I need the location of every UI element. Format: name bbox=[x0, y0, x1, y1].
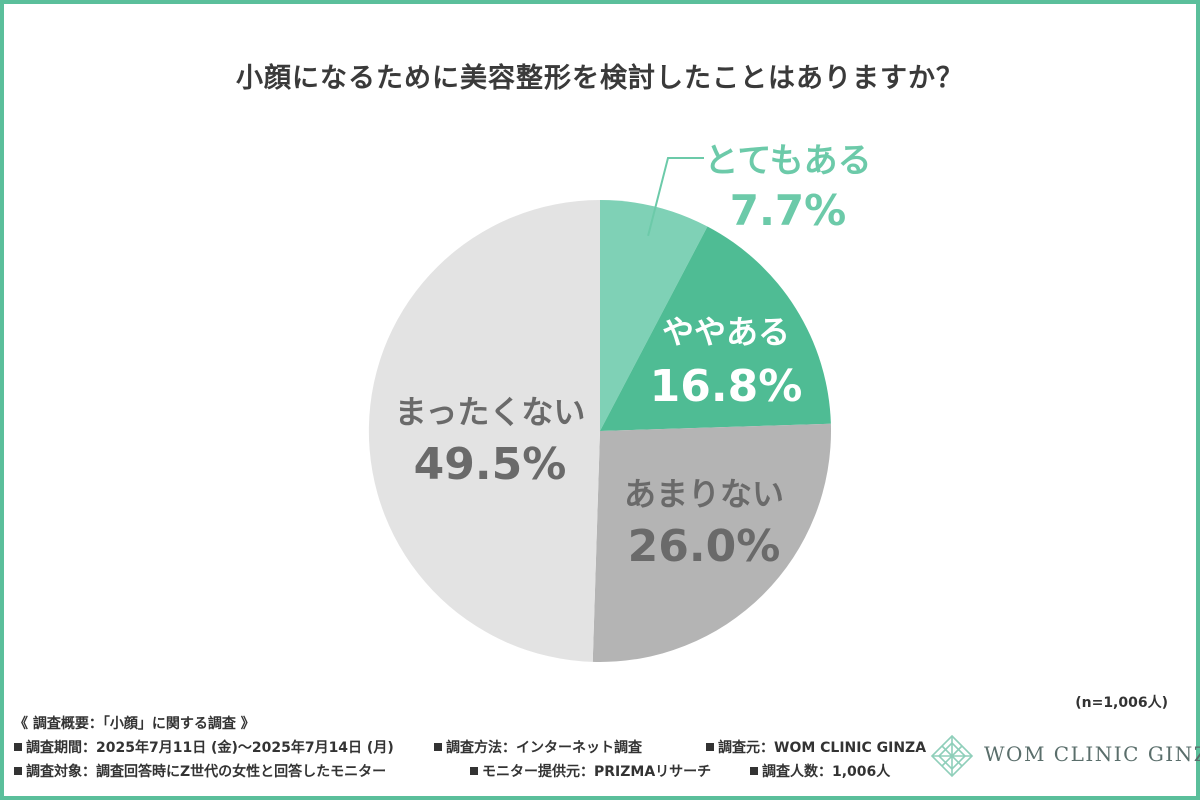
slice-value-mattaku-nai: 49.5% bbox=[414, 439, 567, 490]
survey-row-2: 調査対象：調査回答時にZ世代の女性と回答したモニター モニター提供元：PRIZM… bbox=[14, 760, 890, 784]
bullet-square-icon bbox=[14, 743, 22, 751]
survey-header: 《 調査概要：「小顔」に関する調査 》 bbox=[14, 716, 255, 732]
bullet-square-icon bbox=[434, 743, 442, 751]
slice-value-yaya-aru: 16.8% bbox=[650, 361, 803, 412]
bullet-square-icon bbox=[750, 767, 758, 775]
survey-count: 調査人数：1,006人 bbox=[750, 760, 890, 784]
slice-label-mattaku-nai: まったくない bbox=[395, 393, 586, 431]
pie-slice-totemo-aru bbox=[600, 200, 708, 431]
chart-title: 小顔になるために美容整形を検討したことはありますか？ bbox=[236, 63, 964, 94]
leader-line-totemo-aru bbox=[647, 157, 704, 237]
pie-slice-amari-nai bbox=[592, 423, 832, 663]
bullet-square-icon bbox=[706, 743, 714, 751]
slice-value-totemo-aru: 7.7% bbox=[730, 186, 846, 235]
survey-target: 調査対象：調査回答時にZ世代の女性と回答したモニター bbox=[14, 760, 386, 784]
slice-label-totemo-aru: とてもある bbox=[704, 141, 871, 181]
survey-row-1: 調査期間：2025年7月11日 (金)〜2025年7月14日 (月) 調査方法：… bbox=[14, 736, 926, 760]
diamond-lattice-icon bbox=[930, 734, 974, 778]
brand-logo-text: WOM CLINIC GINZA bbox=[984, 742, 1200, 766]
brand-logo: WOM CLINIC GINZA bbox=[926, 732, 1200, 778]
survey-period: 調査期間：2025年7月11日 (金)〜2025年7月14日 (月) bbox=[14, 736, 394, 760]
bullet-square-icon bbox=[14, 767, 22, 775]
survey-summary: 《 調査概要：「小顔」に関する調査 》 調査期間：2025年7月11日 (金)〜… bbox=[14, 712, 926, 784]
survey-source: 調査元：WOM CLINIC GINZA bbox=[706, 736, 926, 760]
pie-slice-mattaku-nai bbox=[368, 199, 600, 662]
slice-label-yaya-aru: ややある bbox=[662, 313, 790, 351]
bullet-square-icon bbox=[470, 767, 478, 775]
slice-value-amari-nai: 26.0% bbox=[628, 521, 781, 572]
sample-size: (n=1,006人) bbox=[1075, 695, 1168, 711]
slice-label-amari-nai: あまりない bbox=[624, 475, 784, 513]
pie-slice-yaya-aru bbox=[600, 226, 831, 431]
survey-method: 調査方法：インターネット調査 bbox=[434, 736, 642, 760]
survey-provider: モニター提供元：PRIZMAリサーチ bbox=[470, 760, 711, 784]
